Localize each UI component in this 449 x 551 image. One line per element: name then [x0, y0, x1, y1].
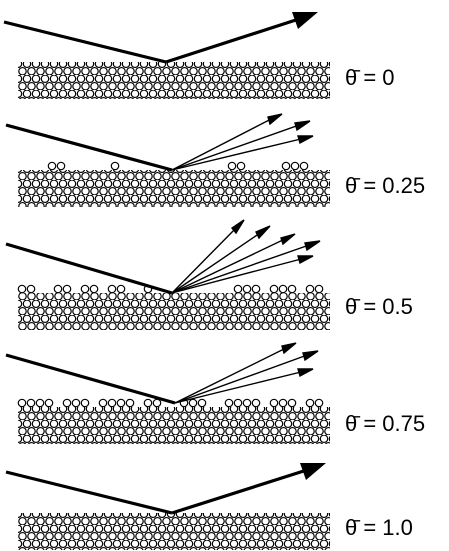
arrow-head	[300, 463, 326, 480]
adsorbate-atoms	[17, 398, 324, 408]
panel-theta-025: θ̄ = 0.25	[5, 113, 425, 207]
adsorbate-atoms	[17, 284, 324, 294]
incident-beam	[5, 242, 173, 295]
coverage-label: θ̄ = 0	[345, 65, 395, 90]
adsorbate-atoms	[47, 161, 309, 171]
diffuse-beams	[174, 342, 319, 404]
specular-beam	[171, 467, 311, 515]
panel-theta-05: θ̄ = 0.5	[5, 219, 413, 330]
substrate-lattice	[18, 170, 330, 207]
coverage-label: θ̄ = 1.0	[345, 515, 413, 540]
substrate-lattice	[18, 62, 330, 99]
incident-beam	[5, 353, 176, 405]
coverage-label: θ̄ = 0.25	[345, 173, 425, 198]
specular-beam	[165, 16, 303, 64]
diffuse-beams	[171, 113, 314, 171]
incident-beam	[5, 470, 173, 515]
substrate-lattice	[18, 407, 330, 444]
panel-theta-075: θ̄ = 0.75	[5, 342, 425, 444]
incident-beam	[5, 123, 173, 172]
panel-theta-0: θ̄ = 0	[3, 12, 395, 99]
panel-theta-1: θ̄ = 1.0	[5, 463, 413, 550]
incident-beam	[3, 20, 167, 64]
substrate-lattice	[18, 513, 330, 550]
arrow-head	[292, 12, 318, 29]
coverage-label: θ̄ = 0.75	[345, 411, 425, 436]
substrate-lattice	[18, 293, 330, 330]
coverage-label: θ̄ = 0.5	[345, 294, 413, 319]
diffuse-beams	[171, 219, 321, 294]
